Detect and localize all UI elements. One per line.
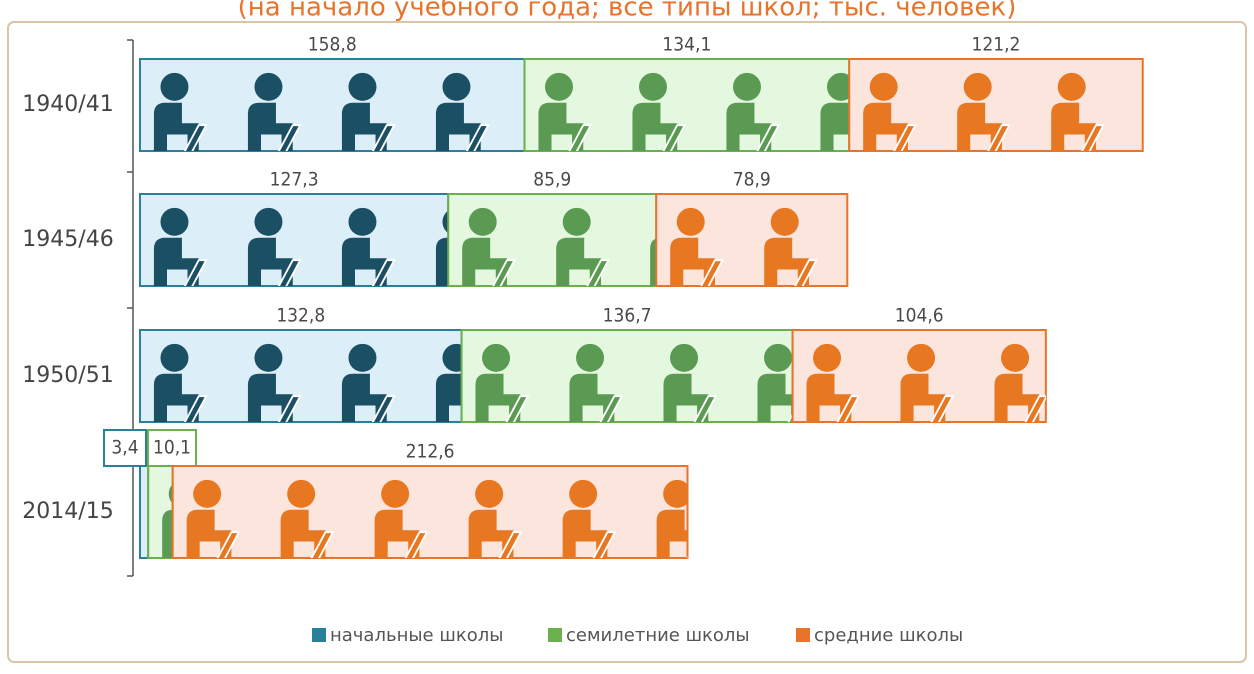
legend-label: средние школы — [814, 625, 963, 646]
legend-swatch — [312, 628, 326, 642]
frame — [7, 21, 1247, 663]
value-label: 212,6 — [406, 441, 455, 463]
legend-label: семилетние школы — [566, 625, 750, 646]
label-box — [103, 429, 147, 467]
value-label: 136,7 — [603, 305, 652, 327]
bar — [139, 465, 150, 559]
value-label: 85,9 — [533, 169, 571, 191]
value-label: 104,6 — [895, 305, 944, 327]
value-label: 10,1 — [153, 437, 191, 459]
category-label: 1945/46 — [22, 227, 113, 252]
value-label: 78,9 — [733, 169, 771, 191]
pupil-icon — [1145, 73, 1197, 153]
subtitle: (на начало учебного года; все типы школ;… — [238, 0, 1017, 23]
legend-swatch — [548, 628, 562, 642]
value-label: 3,4 — [111, 437, 138, 459]
category-label: 1940/41 — [22, 92, 113, 117]
value-label: 132,8 — [276, 305, 325, 327]
value-label: 127,3 — [270, 169, 319, 191]
value-label: 121,2 — [972, 34, 1021, 56]
category-label: 2014/15 — [22, 499, 113, 524]
category-label: 1950/51 — [22, 363, 113, 388]
legend-swatch — [796, 628, 810, 642]
bar — [139, 329, 463, 423]
value-label: 158,8 — [308, 34, 357, 56]
value-label: 134,1 — [662, 34, 711, 56]
legend-label: начальные школы — [330, 625, 503, 646]
bar — [171, 465, 689, 559]
